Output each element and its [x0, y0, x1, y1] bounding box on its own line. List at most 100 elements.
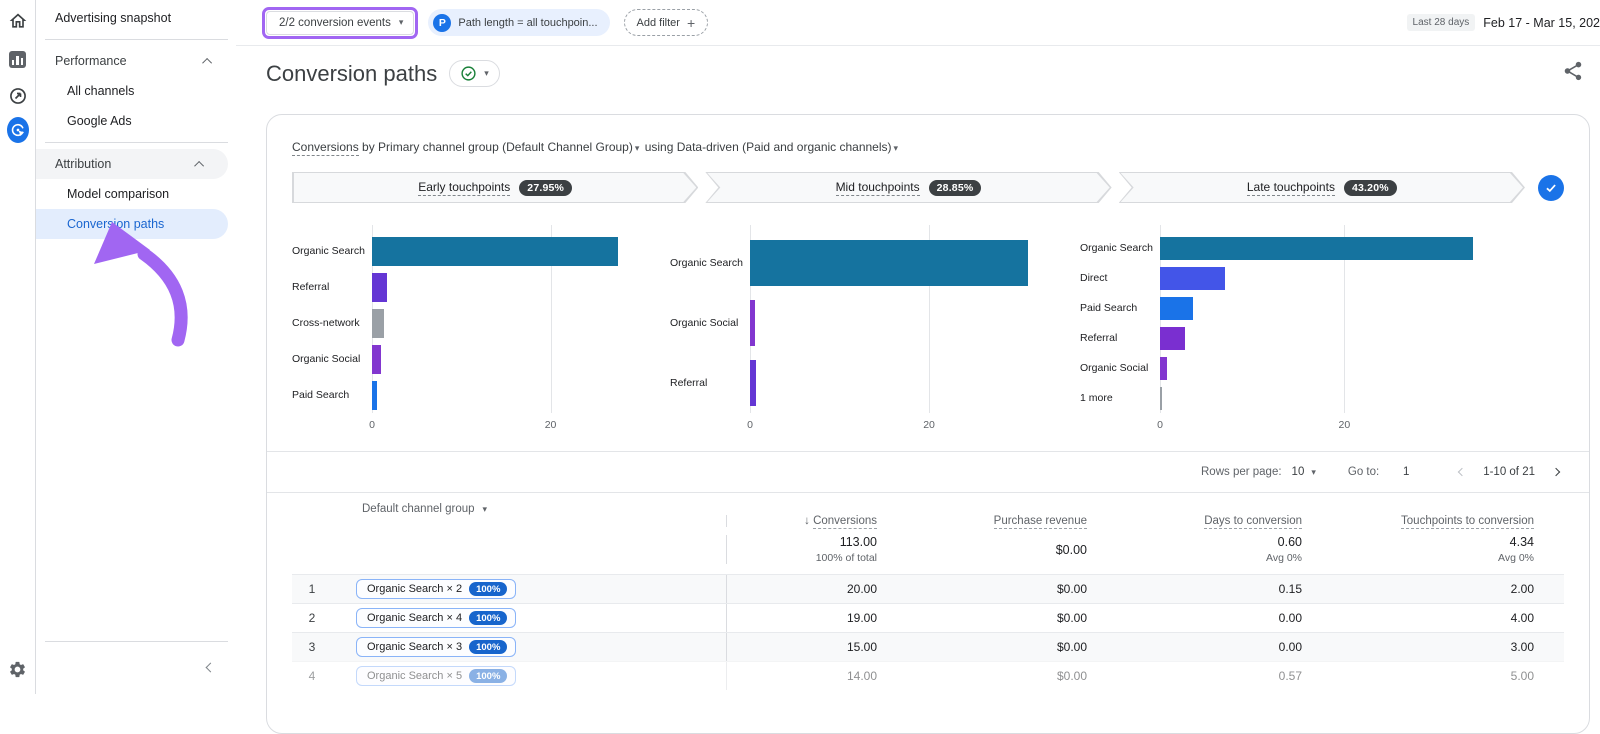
chevron-left-icon — [1458, 468, 1466, 476]
chevron-down-icon: ▾ — [399, 17, 404, 28]
next-page-button[interactable] — [1545, 461, 1567, 483]
sidebar-item-conversion-paths[interactable]: Conversion paths — [36, 209, 228, 239]
cell-days: 0.57 — [1087, 669, 1302, 683]
sidebar-section-label: Performance — [55, 54, 127, 68]
sidebar-item-google-ads[interactable]: Google Ads — [36, 106, 236, 136]
chevron-down-icon: ▾ — [484, 68, 489, 79]
dimension-header-label: Default channel group — [362, 503, 475, 515]
axis-tick-label: 20 — [1339, 419, 1351, 431]
chevron-down-icon: ▾ — [483, 504, 488, 515]
cell-conversions: 15.00 — [727, 640, 877, 654]
reports-icon[interactable] — [7, 48, 29, 70]
filter-chip-label: Path length = all touchpoin... — [458, 17, 597, 29]
rows-per-page-value: 10 — [1292, 466, 1305, 478]
chart-category-label: Direct — [1080, 272, 1160, 284]
chart-category-label: Organic Social — [292, 353, 372, 365]
bar-direct — [1160, 267, 1225, 290]
sidebar-section-performance[interactable]: Performance — [36, 46, 236, 76]
mid-touchpoints-segment[interactable]: Mid touchpoints 28.85% — [705, 172, 1111, 203]
chevron-left-icon — [206, 663, 216, 673]
sidebar-item-label: Google Ads — [67, 114, 132, 128]
cell-touchpoints: 2.00 — [1302, 582, 1564, 596]
data-quality-dropdown[interactable]: ▾ — [449, 60, 500, 87]
chart-category-label: Organic Social — [1080, 362, 1160, 374]
share-icon[interactable] — [1562, 60, 1584, 87]
path-label: Organic Search × 4 — [367, 612, 462, 624]
sidebar-item-model-comparison[interactable]: Model comparison — [36, 179, 236, 209]
goto-label: Go to: — [1348, 466, 1379, 478]
touchpoints-to-conversion-header[interactable]: Touchpoints to conversion — [1302, 515, 1564, 527]
model-tail-text[interactable]: using Data-driven (Paid and organic chan… — [641, 140, 891, 154]
sidebar-collapse-button[interactable] — [207, 658, 214, 676]
attribution-percent-badge: 100% — [469, 611, 507, 625]
row-rank: 2 — [292, 611, 332, 625]
bar-cross-network — [372, 309, 384, 338]
rows-per-page-select[interactable]: 10 ▾ — [1292, 466, 1316, 478]
goto-page-input[interactable] — [1389, 466, 1423, 478]
advertising-icon[interactable] — [7, 119, 29, 141]
late-touchpoints-segment[interactable]: Late touchpoints 43.20% — [1119, 172, 1525, 203]
main-content: 2/2 conversion events ▾ P Path length = … — [236, 0, 1600, 694]
green-check-icon — [460, 65, 477, 82]
default-channel-group-header[interactable]: Default channel group ▾ — [292, 503, 727, 515]
pagination-range: 1-10 of 21 — [1483, 466, 1535, 478]
segment-percentage: 27.95% — [519, 180, 572, 196]
conversion-path-chip[interactable]: Organic Search × 4 100% — [356, 608, 516, 628]
bar-organic-search — [372, 237, 618, 266]
add-filter-button[interactable]: Add filter + — [624, 9, 709, 36]
conversion-events-label: 2/2 conversion events — [279, 17, 391, 29]
conversions-metric-link[interactable]: Conversions — [292, 140, 359, 156]
early-touchpoints-segment[interactable]: Early touchpoints 27.95% — [292, 172, 698, 203]
home-icon[interactable] — [7, 10, 29, 32]
sidebar-section-label: Attribution — [55, 157, 111, 171]
path-length-filter-chip[interactable]: P Path length = all touchpoin... — [428, 9, 609, 36]
admin-settings-icon[interactable] — [7, 658, 29, 680]
previous-page-button[interactable] — [1451, 461, 1473, 483]
sort-descending-icon: ↓ — [804, 515, 810, 527]
days-to-conversion-header[interactable]: Days to conversion — [1087, 515, 1302, 527]
bar-referral — [750, 360, 756, 406]
cell-conversions: 20.00 — [727, 582, 877, 596]
conversion-paths-table: Default channel group ▾ ↓ Conversions Pu… — [292, 493, 1564, 690]
axis-tick-label: 20 — [923, 419, 935, 431]
cell-touchpoints: 5.00 — [1302, 669, 1564, 683]
table-totals-row: 113.00 100% of total $0.00 0.60 Avg 0% 4… — [292, 535, 1564, 574]
segment-label: Early touchpoints — [418, 180, 510, 196]
chart-category-label: Cross-network — [292, 317, 372, 329]
cell-revenue: $0.00 — [877, 611, 1087, 625]
cell-conversions: 14.00 — [727, 669, 877, 683]
title-row: Conversion paths ▾ — [236, 46, 1600, 101]
dimension-mid-text[interactable]: by Primary channel group (Default Channe… — [359, 140, 633, 154]
dimension-line: Conversions by Primary channel group (De… — [292, 140, 1564, 154]
divider — [45, 142, 228, 143]
nav-rail — [0, 0, 36, 694]
conversions-header[interactable]: ↓ Conversions — [727, 515, 877, 527]
chart-category-label: Referral — [1080, 332, 1160, 344]
segment-percentage: 43.20% — [1344, 180, 1397, 196]
conversion-events-dropdown[interactable]: 2/2 conversion events ▾ — [266, 11, 414, 35]
date-range-picker[interactable]: Last 28 days Feb 17 - Mar 15, 202 — [1407, 14, 1600, 31]
chevron-right-icon — [1552, 468, 1560, 476]
bar-referral — [1160, 327, 1185, 350]
page-title: Conversion paths — [266, 61, 437, 87]
axis-tick-label: 0 — [747, 419, 753, 431]
row-rank: 4 — [292, 669, 332, 683]
chart-category-label: Paid Search — [292, 389, 372, 401]
explore-icon[interactable] — [7, 85, 29, 107]
purchase-revenue-header[interactable]: Purchase revenue — [877, 515, 1087, 527]
selected-check-icon[interactable] — [1538, 175, 1564, 201]
chevron-up-icon — [194, 160, 204, 170]
sidebar-section-attribution[interactable]: Attribution — [36, 149, 228, 179]
axis-tick-label: 20 — [545, 419, 557, 431]
sidebar-item-all-channels[interactable]: All channels — [36, 76, 236, 106]
date-preset-badge: Last 28 days — [1407, 14, 1476, 31]
sidebar-item-advertising-snapshot[interactable]: Advertising snapshot — [36, 0, 236, 33]
segment-label: Mid touchpoints — [836, 180, 920, 196]
